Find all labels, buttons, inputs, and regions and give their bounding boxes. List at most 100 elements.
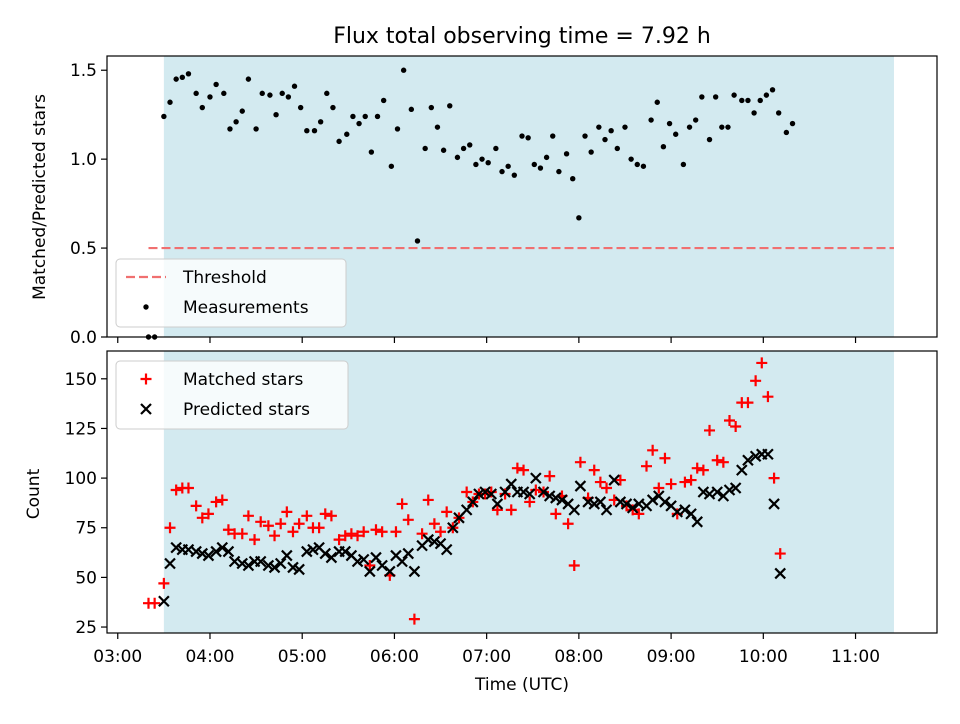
measurement-point bbox=[317, 119, 324, 125]
measurement-point bbox=[582, 133, 588, 139]
predicted-stars-point bbox=[408, 565, 421, 578]
matched-stars-point bbox=[364, 559, 376, 571]
predicted-stars-point bbox=[742, 454, 754, 467]
predicted-stars-point bbox=[574, 480, 587, 492]
matched-stars-point bbox=[170, 484, 182, 496]
measurement-point bbox=[576, 215, 582, 221]
predicted-stars-point bbox=[467, 496, 479, 508]
matched-stars-point bbox=[158, 577, 170, 589]
y-tick-label: 75 bbox=[75, 519, 97, 539]
predicted-stars-point bbox=[768, 498, 780, 510]
matched-stars-point bbox=[262, 520, 274, 532]
predicted-stars-point bbox=[222, 545, 235, 558]
predicted-stars-point bbox=[620, 498, 633, 510]
measurement-point bbox=[499, 168, 505, 175]
matched-stars-point bbox=[685, 474, 697, 486]
matched-stars-point bbox=[255, 516, 267, 528]
matched-stars-point bbox=[756, 357, 768, 369]
chart-title: Flux total observing time = 7.92 h bbox=[333, 24, 711, 49]
matched-stars-point bbox=[345, 528, 357, 540]
matched-stars-point bbox=[588, 464, 600, 476]
matched-stars-point bbox=[190, 500, 202, 512]
measurement-point bbox=[473, 161, 479, 168]
predicted-stars-point bbox=[281, 549, 293, 562]
measurement-point bbox=[434, 124, 441, 130]
matched-stars-point bbox=[301, 510, 313, 522]
measurement-point bbox=[751, 110, 757, 116]
matched-stars-point bbox=[287, 526, 299, 538]
x-tick-label: 05:00 bbox=[278, 647, 327, 667]
measurement-point bbox=[570, 176, 576, 182]
measurement-point bbox=[725, 124, 731, 130]
matched-stars-point bbox=[479, 488, 491, 500]
measurement-point bbox=[388, 163, 395, 169]
measurement-point bbox=[447, 103, 453, 109]
measurement-point bbox=[556, 168, 562, 175]
measurement-point bbox=[614, 145, 620, 152]
matched-stars-point bbox=[333, 534, 345, 546]
measurement-point bbox=[253, 126, 259, 132]
matched-stars-point bbox=[704, 424, 716, 436]
measurement-point bbox=[336, 138, 342, 145]
predicted-stars-point bbox=[376, 559, 388, 572]
matched-stars-point bbox=[730, 420, 742, 432]
measurement-point bbox=[757, 97, 763, 104]
legend-label: Measurements bbox=[183, 298, 309, 318]
measurement-point bbox=[628, 156, 634, 162]
x-tick-label: 03:00 bbox=[93, 647, 142, 667]
matched-stars-point bbox=[164, 522, 176, 534]
measurement-point bbox=[245, 76, 252, 82]
matched-stars-point bbox=[697, 464, 709, 476]
axes-frame bbox=[106, 350, 938, 634]
measurement-point bbox=[731, 92, 737, 98]
measurement-point bbox=[368, 149, 375, 155]
counts-panel: 25 50 75 100 125 150 03:00 04:00 05:00 06:00 07:00… bbox=[24, 350, 938, 695]
matched-stars-point bbox=[568, 559, 580, 571]
predicted-stars-point bbox=[679, 504, 691, 516]
matched-stars-point bbox=[422, 494, 434, 506]
measurement-point bbox=[267, 92, 273, 98]
matched-stars-point bbox=[724, 415, 735, 427]
predicted-stars-point bbox=[691, 516, 703, 528]
predicted-stars-point bbox=[499, 486, 511, 498]
predicted-stars-point bbox=[357, 553, 370, 566]
predicted-stars-point bbox=[364, 565, 376, 578]
y-tick-label: 125 bbox=[65, 419, 97, 439]
matched-stars-point bbox=[550, 508, 562, 520]
measurement-point bbox=[550, 133, 556, 139]
predicted-stars-point bbox=[396, 555, 408, 568]
top-y-axis-label: Matched/Predicted stars bbox=[30, 94, 50, 300]
measurement-point bbox=[344, 131, 350, 137]
y-tick-label: 0.0 bbox=[70, 328, 97, 348]
predicted-stars-point bbox=[242, 559, 255, 572]
measurement-point bbox=[279, 90, 285, 97]
measurement-point bbox=[706, 136, 713, 143]
legend-measurement-swatch bbox=[143, 304, 149, 310]
measurement-point bbox=[173, 76, 179, 82]
measurement-point bbox=[769, 87, 776, 93]
legend-label: Predicted stars bbox=[183, 400, 310, 420]
predicted-stars-point bbox=[491, 498, 504, 510]
matched-stars-point bbox=[774, 548, 786, 560]
matched-stars-point bbox=[518, 464, 530, 476]
measurement-point bbox=[259, 90, 265, 97]
measurement-point bbox=[374, 113, 381, 120]
measurement-point bbox=[602, 136, 608, 143]
measurement-point bbox=[394, 126, 401, 132]
measurement-point bbox=[745, 97, 751, 104]
matched-stars-point bbox=[402, 514, 414, 526]
predicted-stars-point bbox=[158, 595, 170, 608]
measurement-point bbox=[167, 99, 173, 105]
measurement-point bbox=[640, 163, 647, 169]
matched-stars-point bbox=[441, 506, 453, 518]
measurement-point bbox=[207, 94, 213, 100]
measurement-point bbox=[440, 147, 447, 153]
predicted-stars-point bbox=[202, 549, 215, 562]
matched-stars-point bbox=[249, 534, 261, 546]
x-tick-label: 06:00 bbox=[370, 647, 419, 667]
y-tick-label: 50 bbox=[75, 568, 97, 588]
measurement-point bbox=[525, 135, 531, 141]
measurement-point bbox=[460, 145, 467, 152]
matched-stars-point bbox=[236, 528, 248, 540]
measurement-point bbox=[712, 94, 719, 100]
